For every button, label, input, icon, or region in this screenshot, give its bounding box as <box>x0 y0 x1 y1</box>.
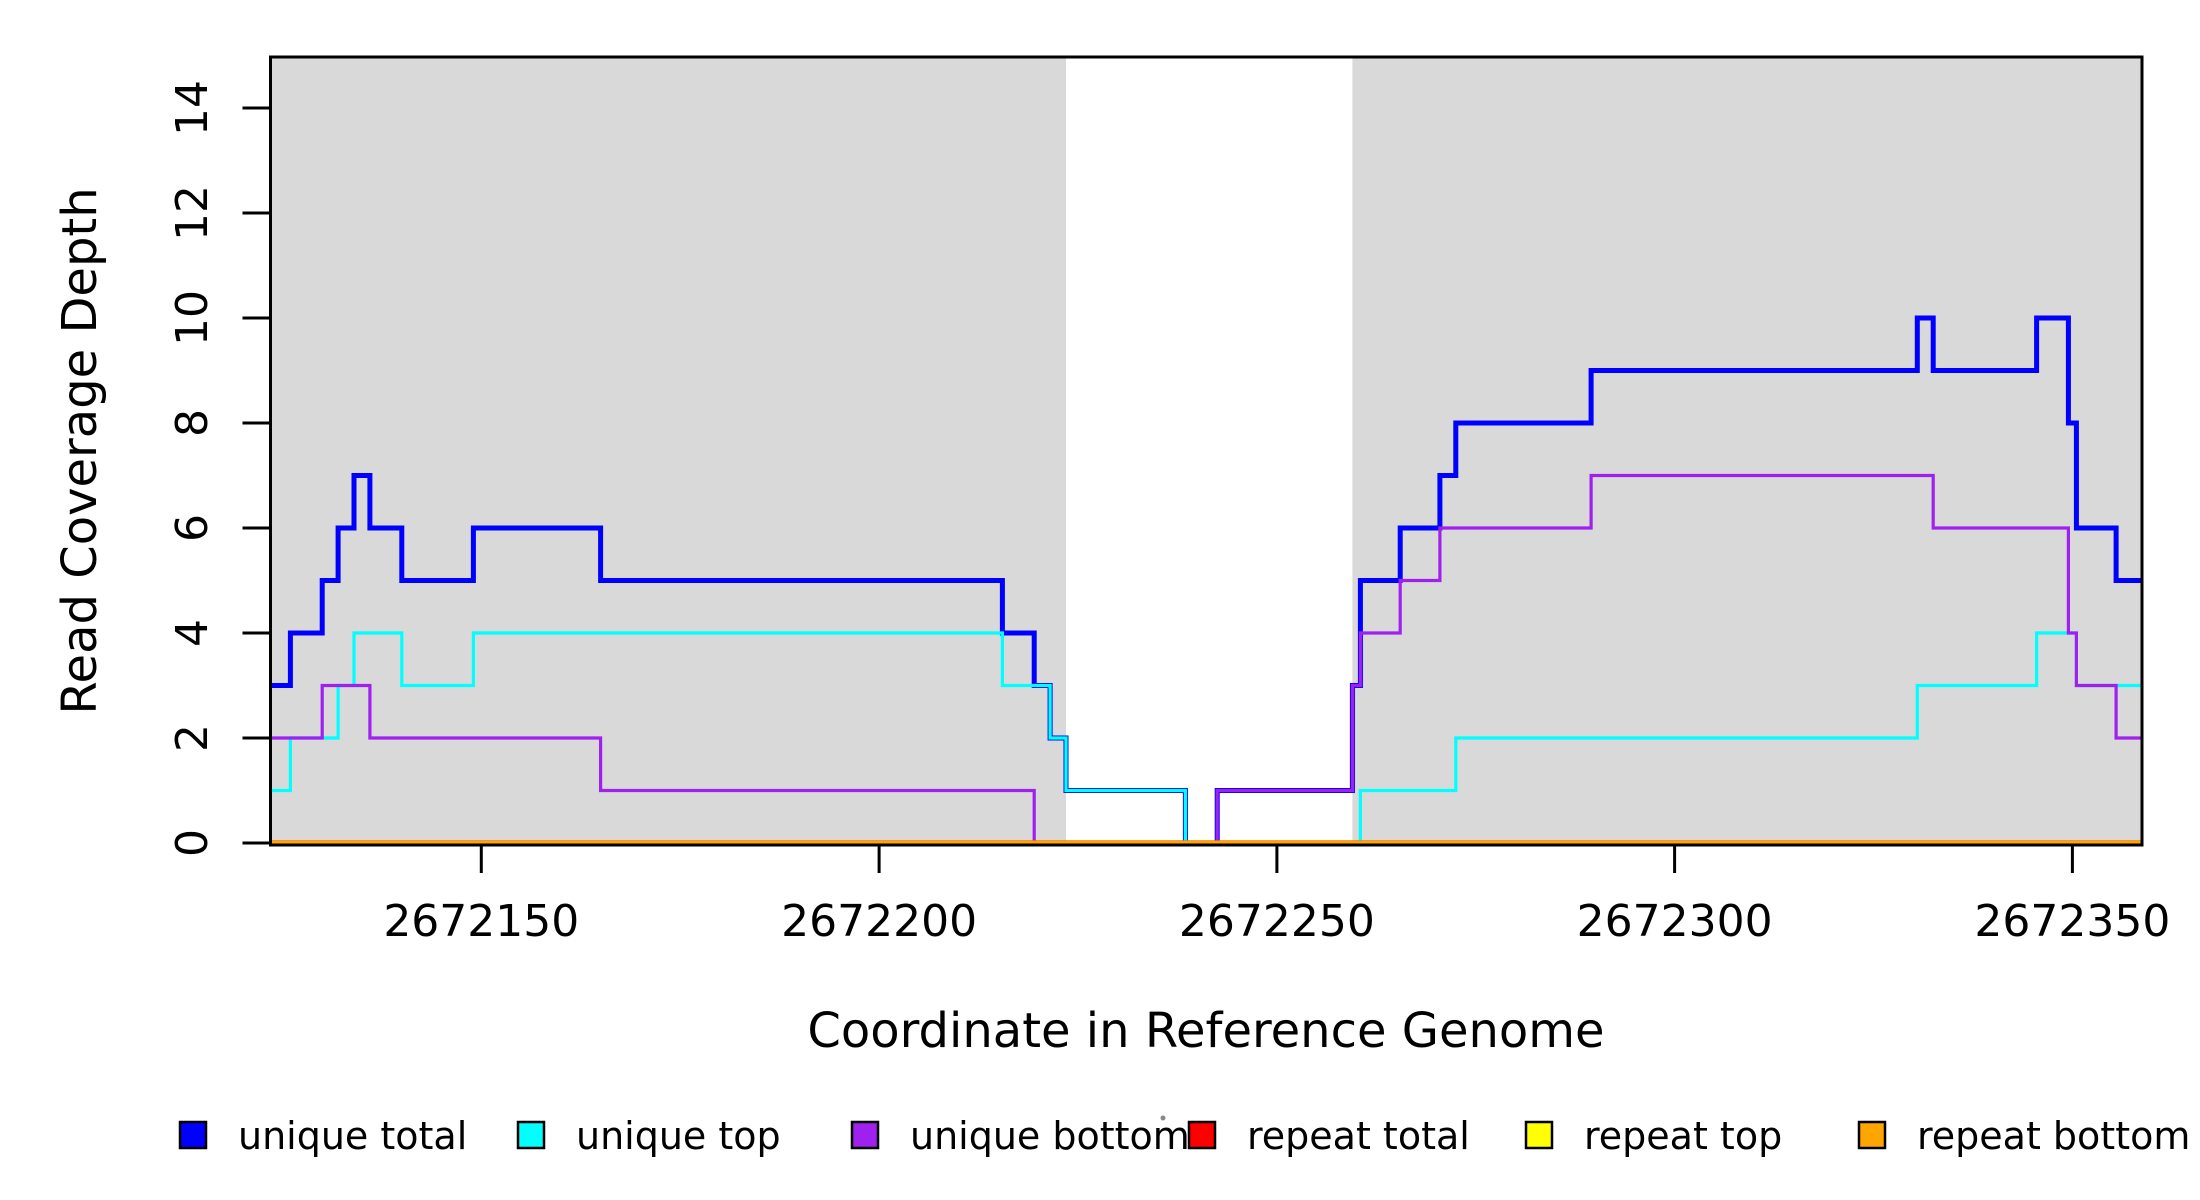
shaded-region-1 <box>270 57 1066 845</box>
legend-label: unique total <box>238 1114 467 1158</box>
legend-item-repeat-top: repeat top <box>1524 1114 1782 1158</box>
stray-dot <box>1160 1115 1166 1121</box>
x-tick-label: 2672350 <box>1974 896 2170 947</box>
legend-swatch-unique-top <box>516 1120 546 1150</box>
plot-box <box>269 55 2144 847</box>
y-tick-label: 6 <box>167 514 218 542</box>
y-tick-label: 4 <box>167 619 218 647</box>
x-tick-label: 2672250 <box>1179 896 1375 947</box>
x-tick-label: 2672300 <box>1577 896 1773 947</box>
axes-group: 2672150 2672200 2672250 2672300 2672350 0 2 4 6 8… <box>167 80 2170 947</box>
legend-item-unique-top: unique top <box>516 1114 781 1158</box>
y-tick-label: 10 <box>167 290 218 346</box>
legend-label: repeat bottom <box>1917 1114 2190 1158</box>
y-axis-title: Read Coverage Depth <box>52 187 108 714</box>
shaded-region-2 <box>1352 57 2142 845</box>
legend-label: unique bottom <box>910 1114 1190 1158</box>
legend-item-repeat-bottom: repeat bottom <box>1857 1114 2190 1158</box>
y-tick-label: 8 <box>167 409 218 437</box>
legend-item-unique-bottom: unique bottom <box>850 1114 1190 1158</box>
x-axis-title: Coordinate in Reference Genome <box>807 1003 1604 1059</box>
legend-swatch-repeat-total <box>1187 1120 1217 1150</box>
series-unique-bottom <box>270 473 2142 845</box>
legend-swatch-repeat-top <box>1524 1120 1554 1150</box>
legend-label: repeat total <box>1247 1114 1470 1158</box>
legend-item-unique-total: unique total <box>178 1114 467 1158</box>
legend-swatch-unique-total <box>178 1120 208 1150</box>
y-tick-label: 2 <box>167 724 218 752</box>
legend-label: unique top <box>576 1114 781 1158</box>
legend-swatch-repeat-bottom <box>1857 1120 1887 1150</box>
y-tick-label: 14 <box>167 80 218 136</box>
legend-swatch-unique-bottom <box>850 1120 880 1150</box>
series-group <box>270 315 2142 846</box>
legend: unique total unique top unique bottom repea… <box>178 1114 2190 1158</box>
y-tick-label: 12 <box>167 185 218 241</box>
legend-item-repeat-total: repeat total <box>1187 1114 1470 1158</box>
x-tick-label: 2672150 <box>383 896 579 947</box>
legend-label: repeat top <box>1584 1114 1782 1158</box>
y-tick-label: 0 <box>167 829 218 857</box>
x-tick-label: 2672200 <box>781 896 977 947</box>
shaded-regions-group <box>270 57 2142 845</box>
